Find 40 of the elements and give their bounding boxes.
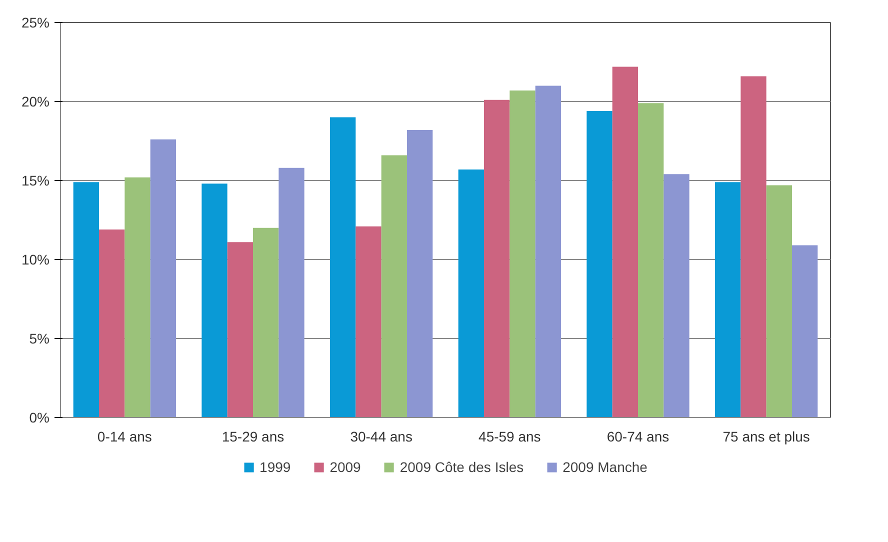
bar bbox=[124, 177, 150, 418]
bar bbox=[638, 103, 664, 418]
bar bbox=[535, 86, 561, 418]
y-tick-label: 20% bbox=[21, 94, 50, 110]
y-tick-label: 10% bbox=[21, 252, 50, 268]
bar bbox=[227, 242, 253, 418]
y-tick-label: 0% bbox=[29, 410, 50, 426]
bar bbox=[150, 139, 176, 418]
bar bbox=[586, 110, 612, 418]
bar bbox=[484, 100, 510, 418]
y-tick-label: 15% bbox=[21, 172, 50, 188]
legend-label: 2009 Manche bbox=[562, 459, 648, 475]
bar bbox=[381, 155, 407, 418]
bar bbox=[407, 130, 433, 418]
bar bbox=[253, 228, 279, 418]
x-tick-label: 0-14 ans bbox=[97, 428, 152, 444]
bar bbox=[356, 226, 382, 418]
bar bbox=[458, 169, 484, 418]
legend-label: 2009 Côte des Isles bbox=[400, 459, 524, 475]
x-tick-label: 15-29 ans bbox=[222, 428, 284, 444]
y-tick-label: 5% bbox=[29, 330, 50, 346]
x-tick-label: 75 ans et plus bbox=[722, 428, 810, 444]
bar bbox=[740, 76, 766, 418]
bar bbox=[792, 245, 818, 418]
bar bbox=[510, 90, 536, 418]
bar bbox=[330, 117, 356, 418]
legend-label: 1999 bbox=[260, 459, 291, 475]
legend-label: 2009 bbox=[330, 459, 361, 475]
x-tick-label: 30-44 ans bbox=[350, 428, 412, 444]
y-tick-label: 25% bbox=[21, 14, 50, 30]
bar bbox=[278, 168, 304, 418]
bar bbox=[664, 174, 690, 418]
bar bbox=[766, 185, 792, 418]
bar bbox=[715, 182, 741, 418]
x-tick-label: 60-74 ans bbox=[606, 428, 670, 444]
bar bbox=[612, 66, 638, 418]
bar bbox=[73, 182, 99, 418]
bar bbox=[99, 229, 125, 418]
x-tick-label: 45-59 ans bbox=[478, 428, 541, 444]
bar bbox=[202, 184, 228, 418]
